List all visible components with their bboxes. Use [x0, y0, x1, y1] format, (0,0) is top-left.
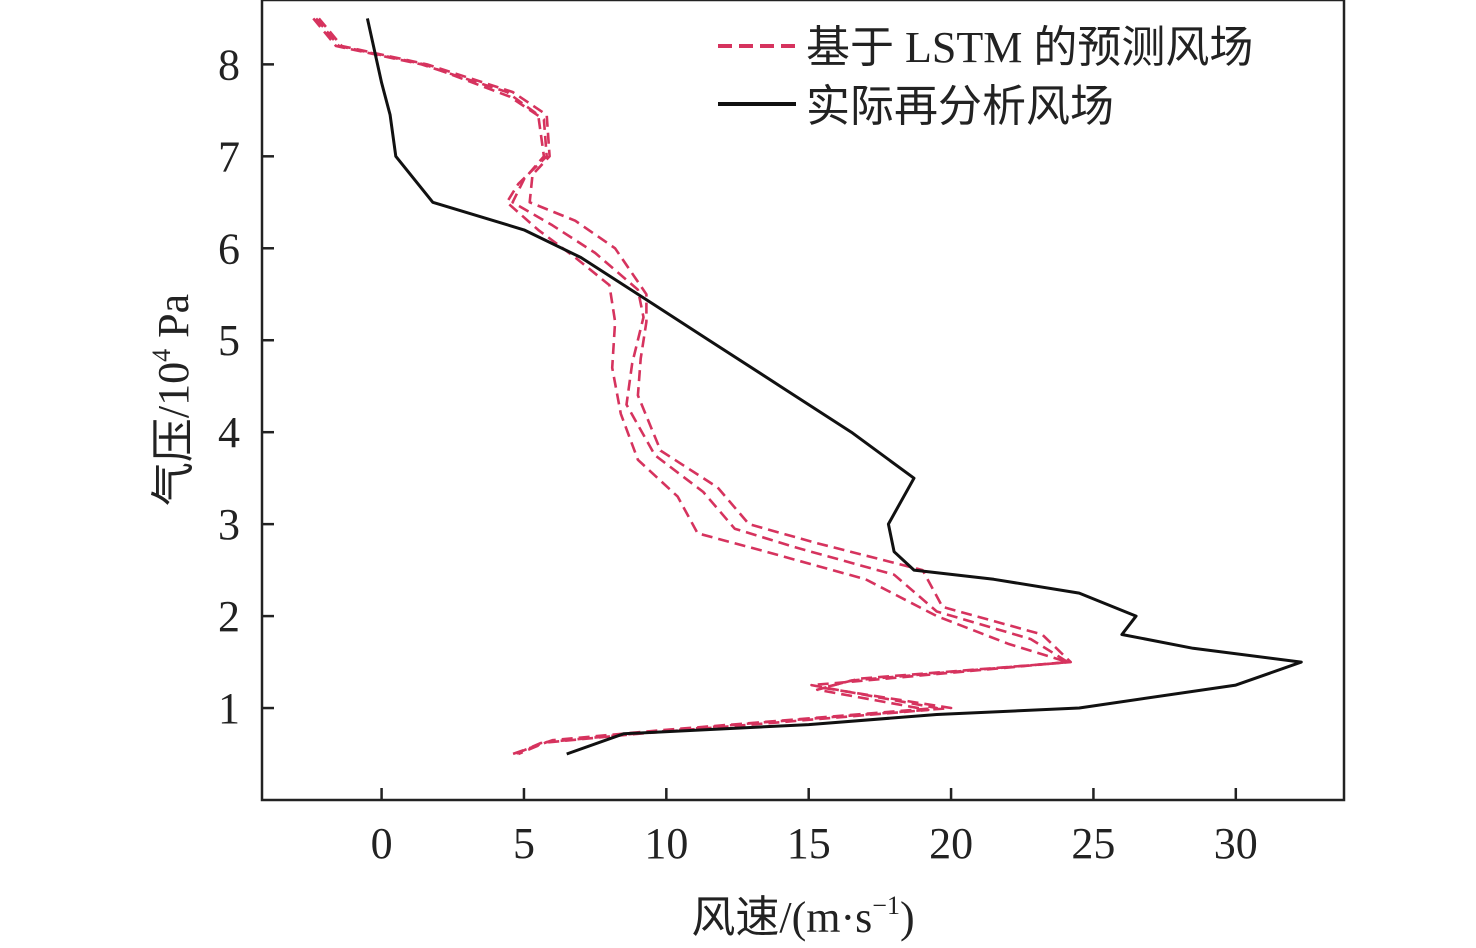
series-line-predicted-2 [312, 17, 1070, 756]
y-tick-label: 3 [218, 500, 240, 549]
y-tick-label: 6 [218, 224, 240, 273]
y-axis-ticks: 1 2 3 4 5 6 7 8 [218, 40, 274, 733]
x-tick-label: 10 [644, 819, 688, 868]
x-tick-label: 30 [1214, 819, 1258, 868]
y-tick-label: 2 [218, 592, 240, 641]
x-tick-label: 15 [787, 819, 831, 868]
y-tick-label: 8 [218, 40, 240, 89]
legend-label-actual: 实际再分析风场 [806, 82, 1114, 131]
series-line-predicted-1 [315, 17, 1070, 756]
y-axis-title: 气压/104 Pa [147, 294, 198, 506]
series-layer [312, 17, 1303, 756]
y-tick-label: 1 [218, 684, 240, 733]
y-tick-label: 4 [218, 408, 240, 457]
x-axis-title: 风速/(m·s−1) [691, 891, 914, 942]
x-tick-label: 0 [371, 819, 393, 868]
legend-label-predicted: 基于 LSTM 的预测风场 [806, 23, 1253, 72]
legend: 基于 LSTM 的预测风场 实际再分析风场 [718, 23, 1253, 131]
x-tick-label: 20 [929, 819, 973, 868]
x-tick-label: 25 [1071, 819, 1115, 868]
y-tick-label: 5 [218, 316, 240, 365]
series-line-actual [365, 18, 1303, 756]
x-tick-label: 5 [513, 819, 535, 868]
series-line-predicted-3 [317, 17, 1072, 756]
y-tick-label: 7 [218, 132, 240, 181]
plot-frame [260, 0, 1346, 802]
x-axis-ticks: 0 5 10 15 20 25 30 [371, 788, 1258, 868]
